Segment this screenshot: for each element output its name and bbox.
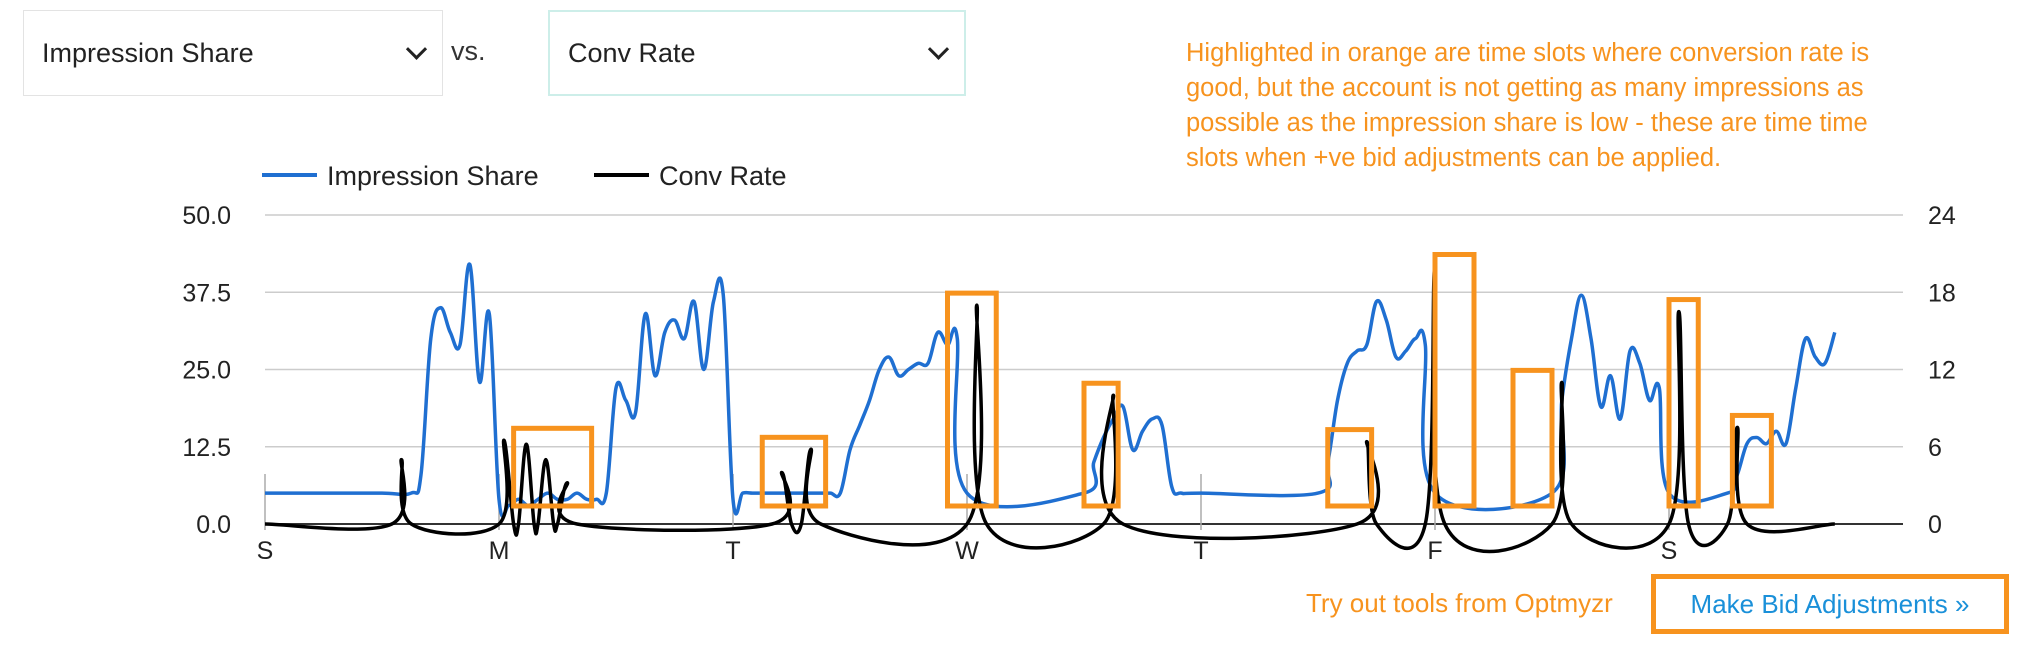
series-lines [264, 262, 1837, 554]
metric-select-right[interactable]: Conv Rate [548, 10, 966, 96]
highlight-box [511, 425, 595, 509]
x-tick-label-f: F [1427, 537, 1442, 565]
x-tick-label-t: T [1193, 537, 1208, 565]
chevron-down-icon [405, 38, 428, 60]
conv-rate-line [264, 264, 1835, 554]
y-axis-left-ticks: 0.0 12.5 25.0 37.5 50.0 [182, 202, 231, 539]
y-left-tick-label: 0.0 [196, 511, 231, 539]
y-left-tick-label: 37.5 [182, 279, 231, 307]
y-left-tick-label: 25.0 [182, 357, 231, 385]
metric-select-left-value: Impression Share [42, 37, 254, 68]
y-right-tick-label: 6 [1928, 434, 1942, 462]
x-tick-label-s: S [1661, 537, 1678, 565]
y-left-tick-label: 12.5 [182, 434, 231, 462]
x-tick-label-s: S [257, 537, 274, 565]
y-right-tick-label: 0 [1928, 511, 1942, 539]
highlight-box [1666, 297, 1701, 509]
legend-label: Impression Share [327, 161, 539, 191]
optmyzr-tagline: Try out tools from Optmyzr [1306, 588, 1613, 618]
y-right-tick-label: 24 [1928, 202, 1956, 230]
metric-select-left[interactable]: Impression Share [23, 10, 443, 96]
make-bid-adjustments-button[interactable]: Make Bid Adjustments » [1651, 574, 2009, 634]
impression-share-line [265, 262, 1837, 518]
y-left-tick-label: 50.0 [182, 202, 231, 230]
highlight-box [1325, 427, 1375, 509]
highlight-box [1510, 367, 1555, 509]
x-tick-label-t: T [725, 537, 740, 565]
highlight-box [1729, 412, 1774, 509]
x-tick-label-m: M [489, 537, 510, 565]
legend-label: Conv Rate [659, 161, 787, 191]
metric-select-right-value: Conv Rate [568, 37, 696, 68]
highlight-box [1432, 252, 1477, 509]
chart-legend: Impression Share Conv Rate [262, 161, 787, 191]
highlight-box [1081, 380, 1121, 509]
highlight-box [759, 434, 829, 509]
vs-label: vs. [451, 36, 486, 66]
y-right-tick-label: 18 [1928, 279, 1956, 307]
highlight-boxes [511, 252, 1774, 509]
y-axis-right-ticks: 0 6 12 18 24 [1928, 202, 1956, 539]
y-right-tick-label: 12 [1928, 357, 1956, 385]
chevron-down-icon [927, 38, 950, 60]
x-tick-label-w: W [955, 537, 979, 565]
impression-vs-conv-chart: 0.0 12.5 25.0 37.5 50.0 0 6 12 18 24 S M T W T F S Imp… [182, 161, 1956, 565]
highlight-explanation-note: Highlighted in orange are time slots whe… [1186, 39, 1870, 172]
highlight-box [945, 290, 999, 509]
